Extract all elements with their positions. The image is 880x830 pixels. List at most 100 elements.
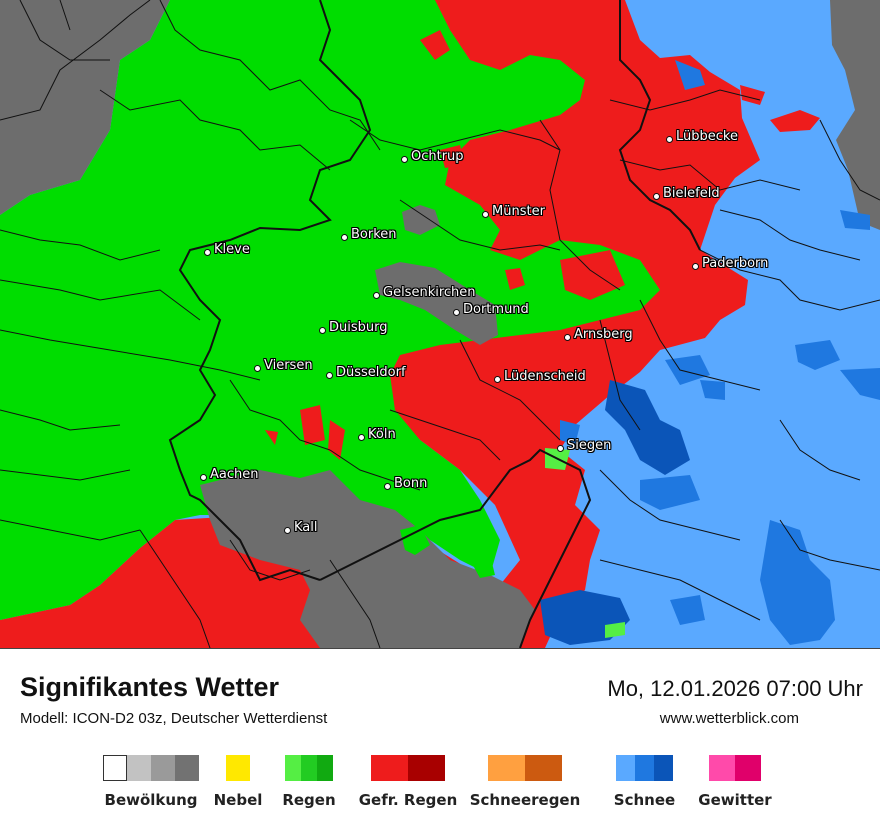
city-dot-icon (358, 434, 365, 441)
legend-swatch (175, 755, 199, 781)
city-marker: Kleve (204, 242, 250, 260)
legend-swatch (127, 755, 151, 781)
city-dot-icon (200, 474, 207, 481)
snow-heavy-area (605, 380, 690, 475)
legend-swatch (151, 755, 175, 781)
legend-rain: Regen (282, 755, 336, 809)
city-marker: Borken (341, 227, 397, 245)
legend-swatch (525, 755, 562, 781)
cloud-area-south (200, 470, 535, 648)
freezing-rain-patches (265, 30, 625, 460)
legend-swatch (735, 755, 761, 781)
city-label: Bielefeld (663, 186, 720, 201)
cloud-area-ruhr (375, 262, 498, 345)
legend-swatch (488, 755, 525, 781)
city-label: Paderborn (702, 256, 769, 271)
city-marker: Köln (358, 427, 396, 445)
city-dot-icon (564, 334, 571, 341)
city-label: Siegen (567, 438, 612, 453)
city-marker: Ochtrup (401, 149, 464, 167)
city-marker: Lübbecke (666, 129, 738, 147)
city-label: Borken (351, 227, 397, 242)
city-label: Viersen (264, 358, 313, 373)
legend-thunderstorm: Gewitter (698, 755, 772, 809)
city-label: Münster (492, 204, 545, 219)
legend-swatch (709, 755, 735, 781)
legend-label: Gewitter (698, 791, 772, 809)
city-dot-icon (692, 263, 699, 270)
website-link[interactable]: www.wetterblick.com (659, 710, 799, 727)
city-dot-icon (666, 136, 673, 143)
city-marker: Paderborn (692, 256, 769, 274)
legend-label: Nebel (213, 791, 263, 809)
legend-cloud-cover: Bewölkung (103, 755, 199, 809)
cloud-area-northeast (830, 0, 880, 230)
city-dot-icon (204, 249, 211, 256)
city-dot-icon (326, 372, 333, 379)
city-marker: Dortmund (453, 302, 529, 320)
city-label: Gelsenkirchen (383, 285, 476, 300)
city-marker: Siegen (557, 438, 612, 456)
city-marker: Aachen (200, 467, 259, 485)
legend-swatch (654, 755, 673, 781)
legend-freezing-rain: Gefr. Regen (359, 755, 457, 809)
legend-sleet: Schneeregen (470, 755, 580, 809)
city-dot-icon (254, 365, 261, 372)
city-dot-icon (384, 483, 391, 490)
city-marker: Duisburg (319, 320, 388, 338)
city-label: Lüdenscheid (504, 369, 586, 384)
weather-map-canvas (0, 0, 880, 648)
legend-swatch (285, 755, 301, 781)
city-marker: Kall (284, 520, 318, 538)
cloud-area-northwest (0, 0, 170, 215)
rain-patches (400, 525, 495, 578)
forecast-datetime: Mo, 12.01.2026 07:00 Uhr (607, 676, 863, 701)
city-dot-icon (653, 193, 660, 200)
city-dot-icon (319, 327, 326, 334)
city-dot-icon (401, 156, 408, 163)
legend-snow: Schnee (614, 755, 675, 809)
city-dot-icon (494, 376, 501, 383)
city-dot-icon (453, 309, 460, 316)
legend-label: Regen (282, 791, 336, 809)
legend-swatch (371, 755, 408, 781)
weather-map: Lübbecke Ochtrup Bielefeld Münster Kleve… (0, 0, 880, 649)
map-title: Signifikantes Wetter (20, 672, 280, 702)
snow-moderate-patches (560, 60, 880, 625)
legend-label: Bewölkung (104, 791, 198, 809)
legend-swatch (226, 755, 250, 781)
city-marker: Gelsenkirchen (373, 285, 476, 303)
city-marker: Bonn (384, 476, 428, 494)
legend-swatch (317, 755, 333, 781)
city-dot-icon (341, 234, 348, 241)
city-marker: Bielefeld (653, 186, 720, 204)
state-border (168, 0, 701, 648)
city-marker: Münster (482, 204, 545, 222)
legend-label: Gefr. Regen (358, 791, 458, 809)
model-source: Modell: ICON-D2 03z, Deutscher Wetterdie… (20, 710, 328, 727)
city-label: Ochtrup (411, 149, 464, 164)
rain-area (0, 0, 660, 620)
legend-swatch (103, 755, 127, 781)
cloud-patch (402, 205, 440, 235)
city-label: Kall (294, 520, 318, 535)
legend-swatch (635, 755, 654, 781)
freezing-rain-east-patches (740, 85, 820, 132)
city-label: Aachen (210, 467, 259, 482)
freezing-rain-area (0, 0, 760, 648)
city-dot-icon (373, 292, 380, 299)
city-marker: Düsseldorf (326, 365, 406, 383)
city-label: Lübbecke (676, 129, 738, 144)
city-label: Düsseldorf (336, 365, 406, 380)
legend-swatch (301, 755, 317, 781)
city-label: Dortmund (463, 302, 529, 317)
city-marker: Lüdenscheid (494, 369, 586, 387)
rain-light-patches (545, 448, 625, 638)
legend-fog: Nebel (214, 755, 262, 809)
city-marker: Viersen (254, 358, 313, 376)
city-dot-icon (482, 211, 489, 218)
snow-moderate-southeast (760, 520, 835, 645)
city-label: Bonn (394, 476, 428, 491)
legend-swatch (616, 755, 635, 781)
city-label: Kleve (214, 242, 250, 257)
